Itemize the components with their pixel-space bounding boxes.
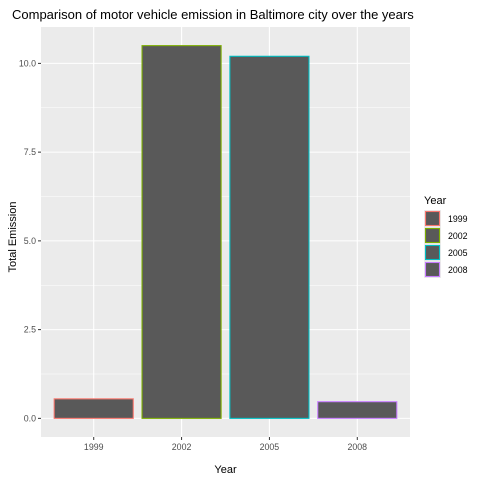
x-tick-label: 1999 xyxy=(84,442,104,452)
y-axis-title: Total Emission xyxy=(7,202,19,273)
legend-swatch-2008 xyxy=(424,261,441,278)
x-axis: 1999 2002 2005 2008 xyxy=(84,437,367,452)
legend-swatch-2005 xyxy=(424,244,441,261)
legend-label-2008: 2008 xyxy=(448,265,468,275)
legend-label-2002: 2002 xyxy=(448,231,468,241)
y-tick-label: 7.5 xyxy=(24,147,36,157)
bar-2005 xyxy=(229,55,310,419)
y-tick-label: 0.0 xyxy=(24,413,36,423)
y-axis: 0.0 2.5 5.0 7.5 10.0 xyxy=(19,58,41,423)
legend-label-1999: 1999 xyxy=(448,214,468,224)
legend-title: Year xyxy=(424,195,447,207)
bar-2008 xyxy=(317,401,398,419)
legend-swatch-2002 xyxy=(424,227,441,244)
bar-layer xyxy=(53,45,398,419)
y-tick-label: 5.0 xyxy=(24,236,36,246)
x-tick-label: 2005 xyxy=(260,442,280,452)
y-tick-label: 10.0 xyxy=(19,58,36,68)
legend-label-2005: 2005 xyxy=(448,248,468,258)
bar-2002 xyxy=(141,45,222,419)
y-tick-label: 2.5 xyxy=(24,325,36,335)
legend-items: 1999 2002 2005 2008 xyxy=(424,210,468,278)
bar-1999 xyxy=(53,398,134,419)
x-tick-label: 2008 xyxy=(347,442,367,452)
legend-swatch-1999 xyxy=(424,210,441,227)
x-tick-label: 2002 xyxy=(172,442,192,452)
chart-title: Comparison of motor vehicle emission in … xyxy=(12,7,414,22)
legend: Year 1999 2002 2005 2008 xyxy=(424,195,468,278)
plot-panel xyxy=(41,27,410,437)
x-axis-title: Year xyxy=(214,464,237,476)
